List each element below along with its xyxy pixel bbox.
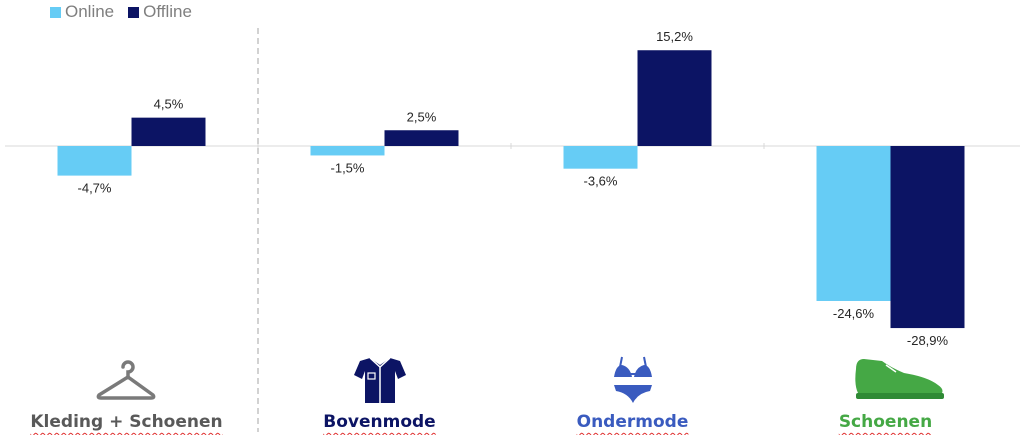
legend-swatch-offline xyxy=(128,6,140,18)
shoe-icon xyxy=(855,359,944,399)
data-label-offline-1: 2,5% xyxy=(407,109,437,124)
bar-offline-2 xyxy=(637,50,712,146)
bar-offline-1 xyxy=(384,130,459,146)
category-label-bovenmode: Bovenmode xyxy=(323,412,436,432)
legend-item-online: Online xyxy=(50,2,114,22)
legend: Online Offline xyxy=(50,2,192,22)
bar-offline-3 xyxy=(890,146,965,329)
category-label-kleding-schoenen: Kleding + Schoenen xyxy=(30,412,223,432)
data-label-online-3: -24,6% xyxy=(833,306,875,321)
legend-label-online: Online xyxy=(65,2,115,21)
data-label-online-2: -3,6% xyxy=(584,174,618,189)
bikini-icon xyxy=(614,356,652,403)
category-label-schoenen: Schoenen xyxy=(838,412,933,432)
bar-online-0 xyxy=(57,146,132,176)
category-label-ondermode: Ondermode xyxy=(576,412,689,432)
bar-online-2 xyxy=(563,146,638,169)
bar-offline-0 xyxy=(131,117,206,146)
data-label-offline-3: -28,9% xyxy=(907,333,949,348)
legend-item-offline: Offline xyxy=(128,2,192,22)
bar-online-3 xyxy=(816,146,891,301)
shirt-icon xyxy=(354,357,406,403)
data-label-offline-0: 4,5% xyxy=(154,97,184,112)
data-label-online-1: -1,5% xyxy=(331,160,365,175)
data-label-online-0: -4,7% xyxy=(78,181,112,196)
hanger-icon xyxy=(96,360,156,400)
legend-label-offline: Offline xyxy=(143,2,192,21)
legend-swatch-online xyxy=(50,6,61,18)
data-label-offline-2: 15,2% xyxy=(656,29,693,44)
bar-online-1 xyxy=(310,146,385,156)
